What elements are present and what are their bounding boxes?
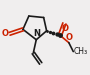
Text: O: O — [62, 24, 69, 33]
Text: CH₃: CH₃ — [74, 47, 88, 56]
Text: N: N — [33, 29, 40, 38]
Text: O: O — [66, 33, 73, 42]
Text: O: O — [2, 29, 9, 38]
